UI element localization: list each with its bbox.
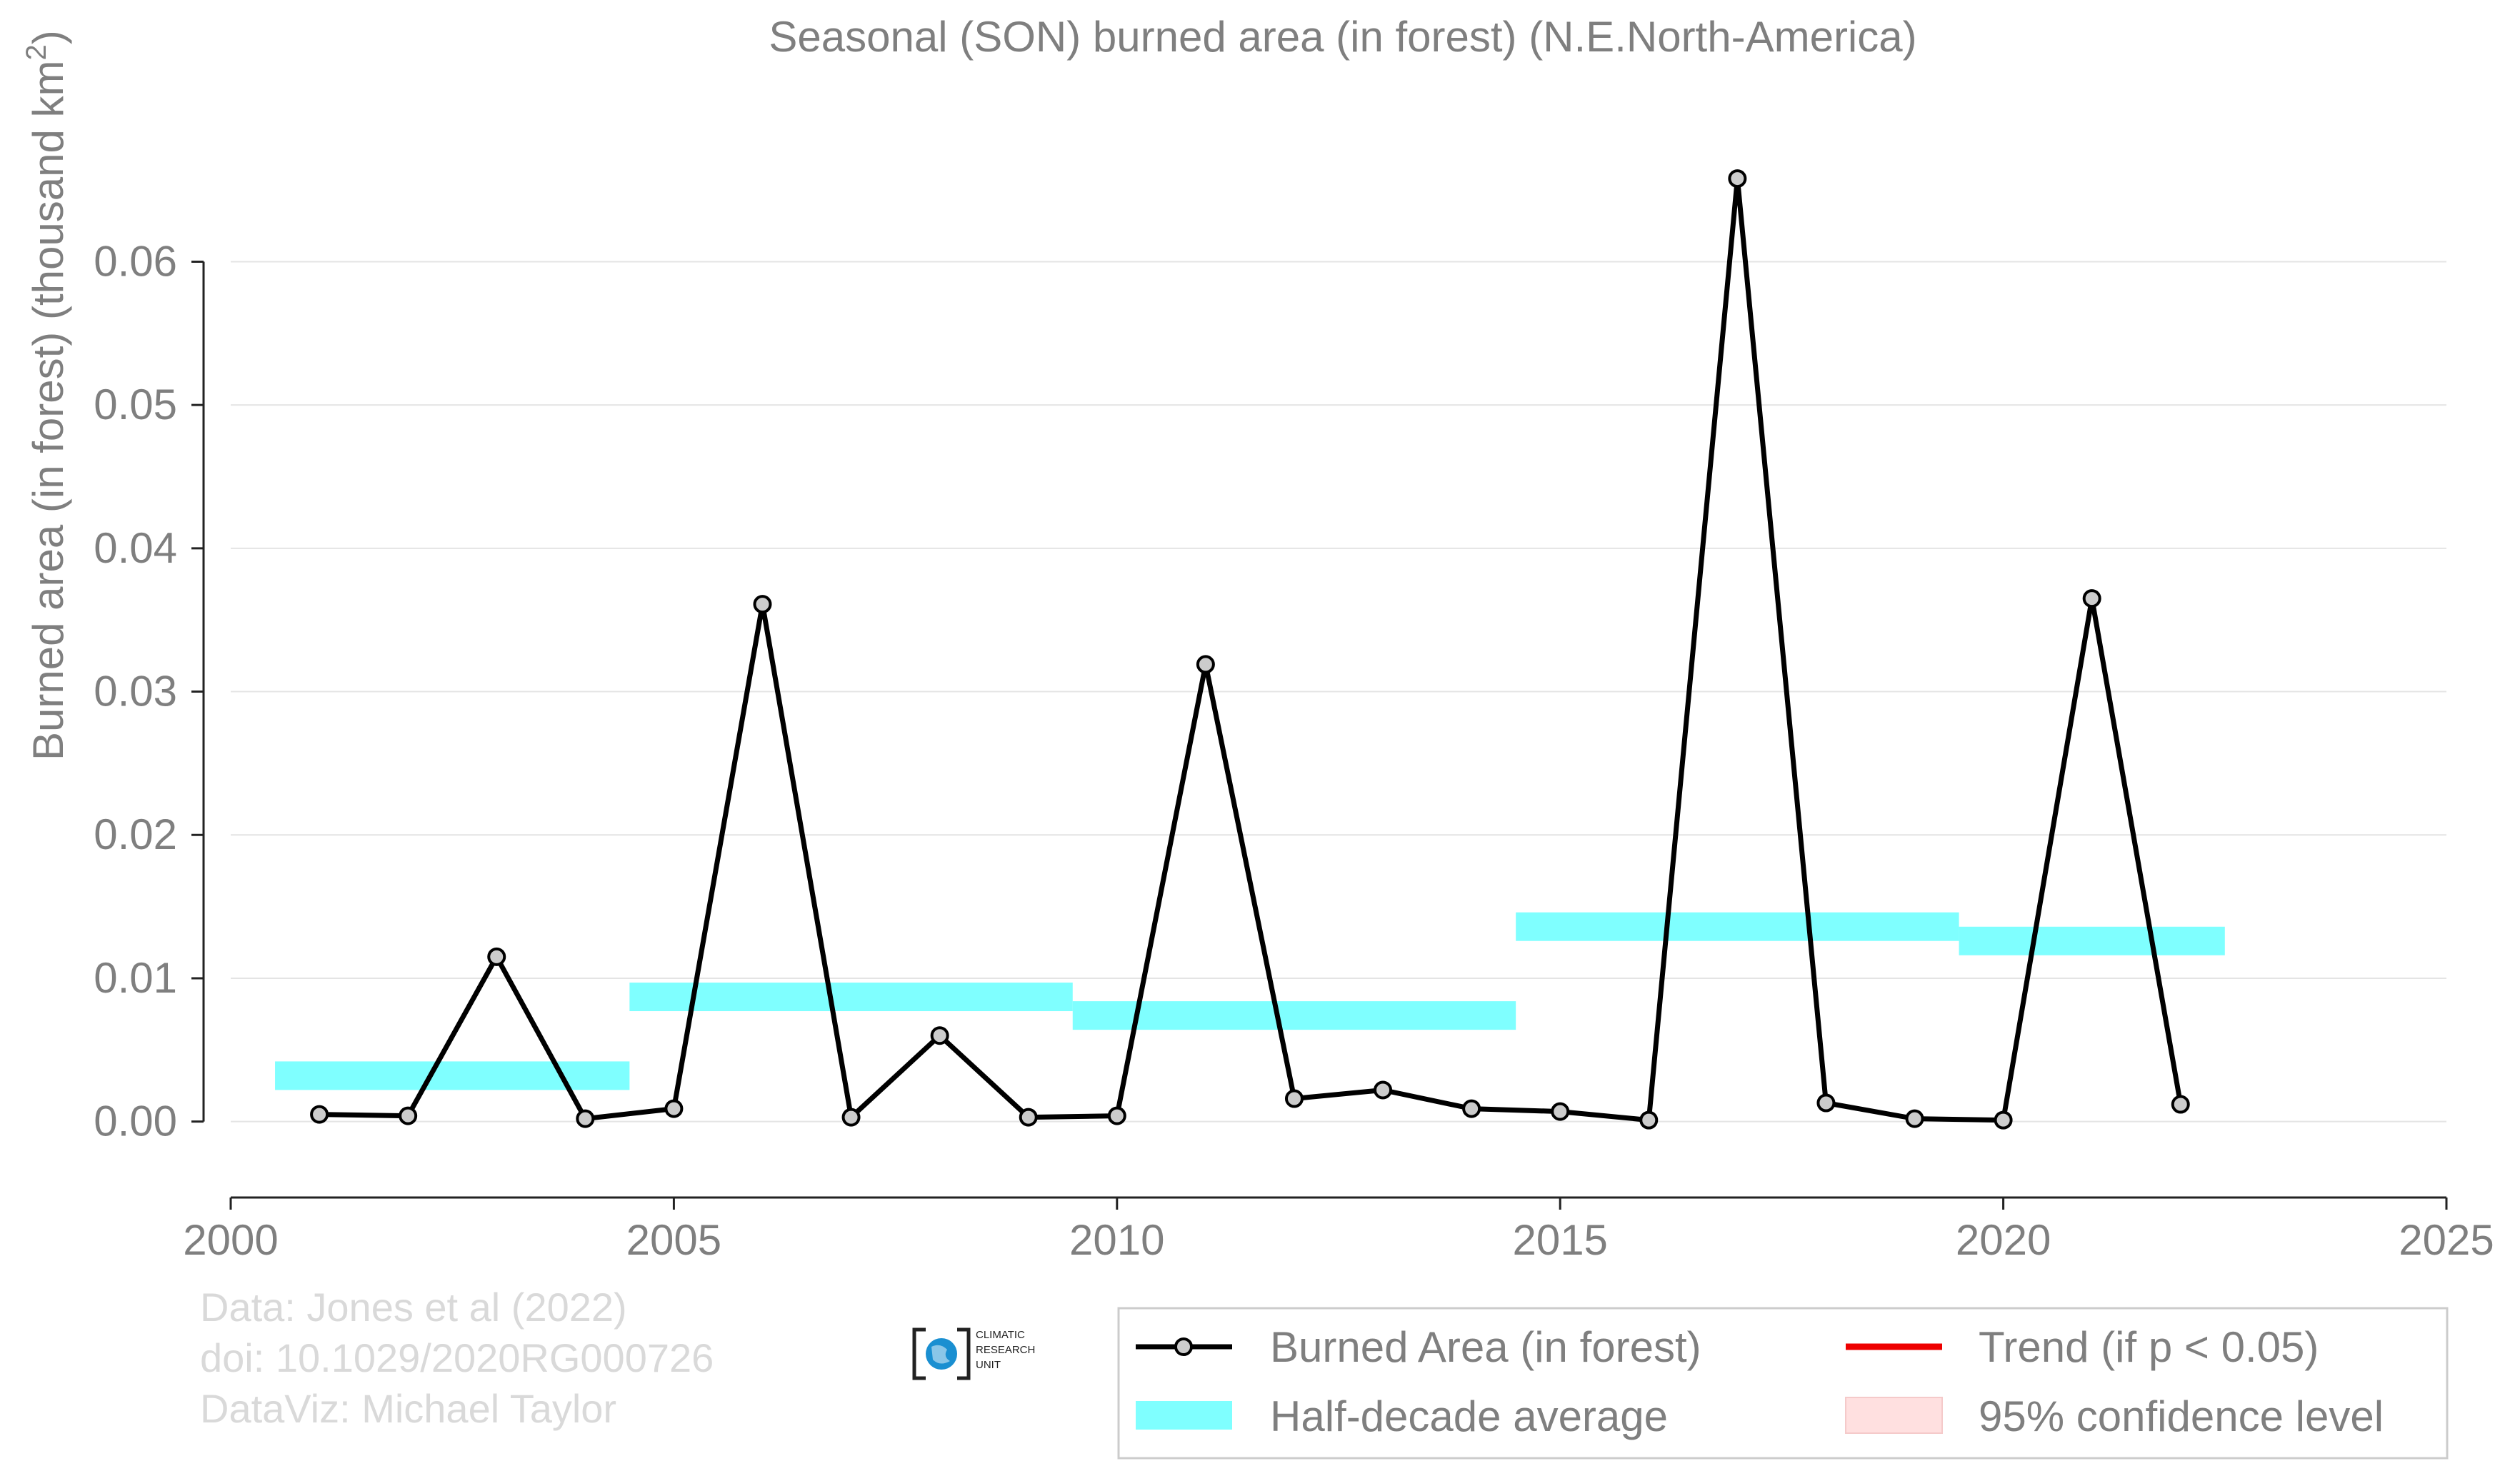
half-decade-bar [1959,926,2225,955]
logo-text-line: CLIMATIC [976,1329,1025,1341]
y-axis-label: Burned area (in forest) (thousand km2) [21,30,72,760]
x-tick-label: 2020 [1956,1216,2051,1264]
legend-confidence-swatch [1845,1397,1943,1434]
data-point [1639,1110,1659,1130]
data-point [1994,1110,2013,1130]
gridlines [231,261,2446,1123]
legend-half-decade-swatch [1136,1401,1232,1430]
y-tick-label: 0.02 [94,810,177,858]
y-axis-label-superscript: 2 [21,44,52,60]
logo-bracket-left [912,1327,926,1380]
y-tick-label: 0.00 [94,1098,177,1145]
cru-logo: CLIMATIC RESEARCH UNIT [912,1327,1035,1380]
data-point [310,1105,329,1124]
data-credits: Data: Jones et al (2022) doi: 10.1029/20… [200,1285,714,1431]
legend-label-trend: Trend (if p < 0.05) [1979,1323,2319,1371]
chart-title: Seasonal (SON) burned area (in forest) (… [769,13,1916,61]
data-point [1816,1093,1836,1113]
data-point [2171,1095,2190,1114]
logo-text-line: UNIT [976,1359,1001,1371]
logo-bracket-right [957,1327,971,1380]
legend-label-half-decade: Half-decade average [1270,1392,1668,1440]
y-axis-label-main: Burned area (in forest) (thousand km [24,61,72,760]
data-point [1551,1102,1570,1121]
globe-landmass [931,1345,950,1364]
y-tick-label: 0.06 [94,237,177,285]
credit-line: doi: 10.1029/2020RG000726 [200,1335,714,1380]
half-decade-bar [1072,1001,1516,1030]
data-point [841,1108,861,1127]
data-point [930,1026,949,1045]
half-decade-bar [275,1061,630,1090]
legend-label-confidence: 95% confidence level [1979,1392,2384,1440]
data-point [399,1106,418,1125]
x-tick-label: 2000 [183,1216,278,1264]
data-point [1019,1108,1038,1127]
data-point [2082,589,2101,608]
x-tick-label: 2025 [2399,1216,2494,1264]
series-line [319,176,2184,1123]
legend-box [1117,1307,2449,1460]
half-decade-bar [1516,912,1959,941]
data-point [1107,1106,1126,1125]
data-point [1462,1099,1481,1118]
data-point [576,1109,595,1128]
legend-burned-area-marker [1174,1337,1193,1356]
y-axis-label-close: ) [24,30,72,44]
data-point [1728,169,1747,189]
data-point [664,1099,684,1118]
credit-line: DataViz: Michael Taylor [200,1386,616,1431]
data-point [753,595,772,614]
half-decade-average-bars [275,912,2225,1090]
y-tick-label: 0.03 [94,668,177,716]
data-point [1196,655,1215,674]
y-axis: 0.00 0.01 0.02 0.03 0.04 0.05 0.06 [94,237,205,1145]
data-point [487,947,506,966]
x-tick-label: 2010 [1069,1216,1164,1264]
data-point [1374,1080,1393,1100]
y-tick-label: 0.04 [94,524,177,572]
x-axis: 2000 2005 2010 2015 2020 2025 [183,1196,2494,1264]
legend: Burned Area (in forest) Trend (if p < 0.… [1117,1307,2449,1460]
y-tick-label: 0.01 [94,954,177,1002]
data-point [1905,1109,1924,1128]
x-tick-label: 2015 [1512,1216,1607,1264]
x-tick-label: 2005 [626,1216,721,1264]
credit-line: Data: Jones et al (2022) [200,1285,627,1330]
half-decade-bar [629,983,1073,1012]
legend-label-burned-area: Burned Area (in forest) [1270,1323,1701,1371]
y-tick-label: 0.05 [94,381,177,428]
logo-text-line: RESEARCH [976,1344,1035,1356]
burned-area-series [310,169,2190,1130]
data-point [1284,1089,1304,1108]
